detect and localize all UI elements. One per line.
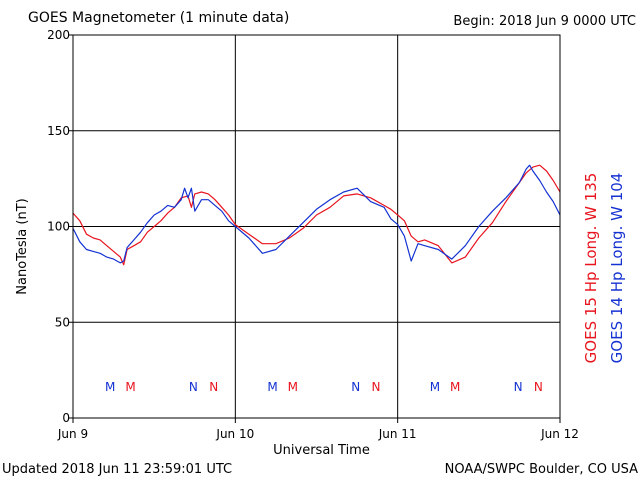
y-axis-title: NanoTesla (nT) (15, 198, 30, 294)
legend-entry-1: GOES 15 Hp Long. W 135 (582, 173, 600, 364)
chart-title: GOES Magnetometer (1 minute data) (28, 10, 290, 26)
annotation-marker-m: M (125, 380, 135, 394)
annotation-marker-m: M (288, 380, 298, 394)
updated-timestamp: Updated 2018 Jun 11 23:59:01 UTC (2, 462, 233, 477)
annotation-marker-n: N (189, 380, 198, 394)
annotation-marker-m: M (267, 380, 277, 394)
credit-label: NOAA/SWPC Boulder, CO USA (444, 462, 638, 477)
annotation-marker-n: N (372, 380, 381, 394)
annotation-marker-m: M (105, 380, 115, 394)
x-tick-label: Jun 10 (215, 427, 254, 441)
annotation-marker-m: M (430, 380, 440, 394)
x-tick-label: Jun 9 (57, 427, 88, 441)
x-tick-label: Jun 11 (378, 427, 417, 441)
y-tick-label: 200 (47, 28, 70, 42)
y-tick-label: 0 (62, 411, 70, 425)
y-tick-label: 50 (55, 315, 70, 329)
x-axis-title: Universal Time (273, 443, 370, 458)
annotation-marker-m: M (450, 380, 460, 394)
legend-entry-2: GOES 14 Hp Long. W 104 (608, 173, 626, 364)
annotation-marker-n: N (351, 380, 360, 394)
annotation-marker-n: N (534, 380, 543, 394)
series-line-1 (72, 164, 561, 266)
annotation-marker-n: N (514, 380, 523, 394)
x-tick-label: Jun 12 (540, 427, 579, 441)
y-tick-label: 100 (47, 220, 70, 234)
series-line-2 (72, 164, 561, 264)
y-tick-label: 150 (47, 124, 70, 138)
annotation-marker-n: N (209, 380, 218, 394)
begin-time-label: Begin: 2018 Jun 9 0000 UTC (453, 14, 636, 29)
